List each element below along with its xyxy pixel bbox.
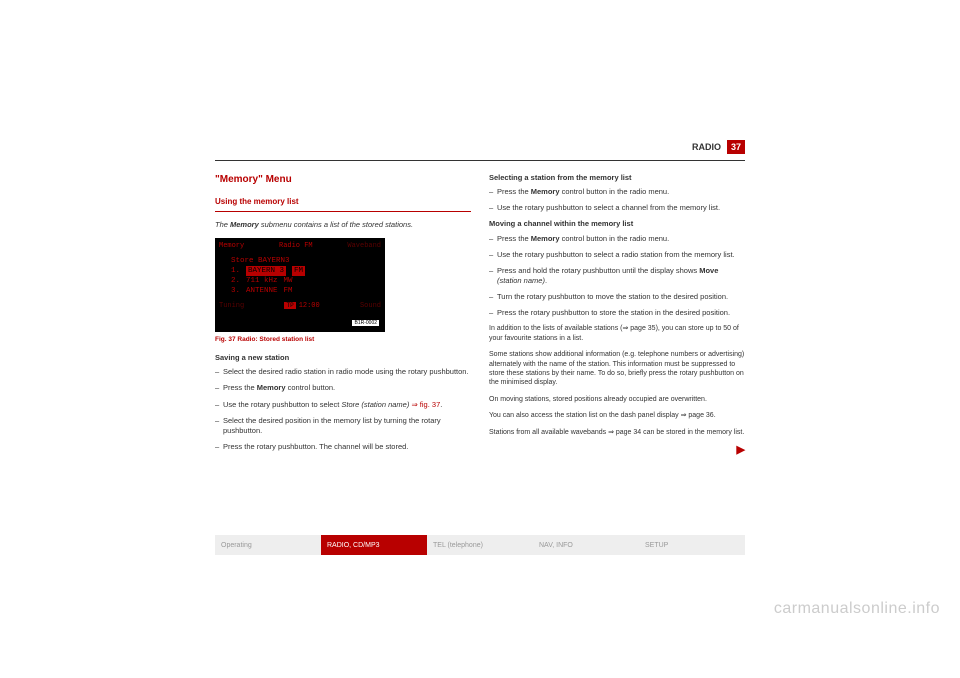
bullet-text: Press the rotary pushbutton. The channel… — [223, 442, 471, 452]
bullet-item: –Select the desired radio station in rad… — [215, 367, 471, 377]
fig-bot-left: Tuning — [219, 302, 244, 311]
footer-tabs: Operating RADIO, CD/MP3 TEL (telephone) … — [215, 535, 745, 555]
watermark: carmanualsonline.info — [774, 600, 940, 618]
content-area: RADIO 37 "Memory" Menu Using the memory … — [215, 140, 745, 458]
fig-top-right: Waveband — [347, 242, 381, 251]
body-paragraph: Some stations show additional informatio… — [489, 350, 745, 388]
bullet-item: –Press the rotary pushbutton to store th… — [489, 308, 745, 318]
bullet-item: –Select the desired position in the memo… — [215, 416, 471, 436]
figure-caption: Fig. 37 Radio: Stored station list — [215, 336, 471, 345]
intro-text: The Memory submenu contains a list of th… — [215, 220, 471, 230]
bullet-item: –Use the rotary pushbutton to select Sto… — [215, 400, 471, 410]
section-label: RADIO — [692, 142, 721, 152]
right-column: Selecting a station from the memory list… — [489, 173, 745, 458]
bullet-item: –Turn the rotary pushbutton to move the … — [489, 292, 745, 302]
bullet-text: Press the Memory control button in the r… — [497, 187, 745, 197]
body-paragraph: On moving stations, stored positions alr… — [489, 395, 745, 404]
bullet-text: Turn the rotary pushbutton to move the s… — [497, 292, 745, 302]
fig-r3c: FM — [284, 286, 293, 296]
tab-setup[interactable]: SETUP — [639, 535, 745, 555]
page-number: 37 — [727, 140, 745, 154]
page-header: RADIO 37 — [215, 140, 745, 154]
fig-r3a: 3. — [231, 286, 240, 296]
intro-bold: Memory — [230, 220, 259, 229]
fig-time: 12:00 — [299, 302, 320, 310]
body-paragraph: You can also access the station list on … — [489, 411, 745, 420]
bullet-item: –Press the Memory control button. — [215, 383, 471, 393]
left-column: "Memory" Menu Using the memory list The … — [215, 173, 471, 458]
fig-r2c: MW — [284, 276, 293, 286]
body-paragraph: In addition to the lists of available st… — [489, 324, 745, 343]
fig-r1c: FM — [292, 266, 305, 276]
intro-post: submenu contains a list of the stored st… — [259, 220, 413, 229]
intro-pre: The — [215, 220, 230, 229]
figure-screenshot: Memory Radio FM Waveband Store BAYERN3 1… — [215, 238, 385, 332]
bullet-text: Select the desired position in the memor… — [223, 416, 471, 436]
bullet-item: –Press the Memory control button in the … — [489, 234, 745, 244]
bullet-item: –Press the Memory control button in the … — [489, 187, 745, 197]
save-heading: Saving a new station — [215, 353, 471, 363]
fig-r1b: BAYERN 3 — [246, 266, 286, 276]
fig-badge: B1R-0002 — [352, 320, 379, 327]
fig-r2b: 711 kHz — [246, 276, 278, 286]
bullet-text: Use the rotary pushbutton to select Stor… — [223, 400, 471, 410]
fig-store: Store BAYERN3 — [231, 256, 381, 266]
bullet-text: Use the rotary pushbutton to select a ra… — [497, 250, 745, 260]
fig-top-mid: Radio FM — [279, 242, 313, 251]
bullet-item: –Use the rotary pushbutton to select a r… — [489, 250, 745, 260]
bullet-text: Press the rotary pushbutton to store the… — [497, 308, 745, 318]
fig-top-left: Memory — [219, 242, 244, 251]
fig-tp: TP — [284, 302, 295, 309]
fig-r3b: ANTENNE — [246, 286, 278, 296]
fig-r1a: 1. — [231, 266, 240, 276]
tab-radio[interactable]: RADIO, CD/MP3 — [321, 535, 427, 555]
move-heading: Moving a channel within the memory list — [489, 219, 745, 229]
subtitle-rule — [215, 211, 471, 212]
tab-operating[interactable]: Operating — [215, 535, 321, 555]
bullet-text: Select the desired radio station in radi… — [223, 367, 471, 377]
section-title: "Memory" Menu — [215, 173, 471, 187]
bullet-text: Use the rotary pushbutton to select a ch… — [497, 203, 745, 213]
bullet-item: –Press and hold the rotary pushbutton un… — [489, 266, 745, 286]
header-rule — [215, 160, 745, 161]
bullet-text: Press and hold the rotary pushbutton unt… — [497, 266, 745, 286]
bullet-item: –Use the rotary pushbutton to select a c… — [489, 203, 745, 213]
continue-arrow-icon: ▶ — [737, 443, 745, 458]
fig-r2a: 2. — [231, 276, 240, 286]
select-heading: Selecting a station from the memory list — [489, 173, 745, 183]
body-paragraph: Stations from all available wavebands ⇒ … — [489, 428, 745, 437]
bullet-text: Press the Memory control button in the r… — [497, 234, 745, 244]
section-subtitle: Using the memory list — [215, 197, 471, 208]
tab-tel[interactable]: TEL (telephone) — [427, 535, 533, 555]
bullet-text: Press the Memory control button. — [223, 383, 471, 393]
bullet-item: –Press the rotary pushbutton. The channe… — [215, 442, 471, 452]
fig-bot-right: Sound — [360, 302, 381, 311]
tab-nav[interactable]: NAV, INFO — [533, 535, 639, 555]
